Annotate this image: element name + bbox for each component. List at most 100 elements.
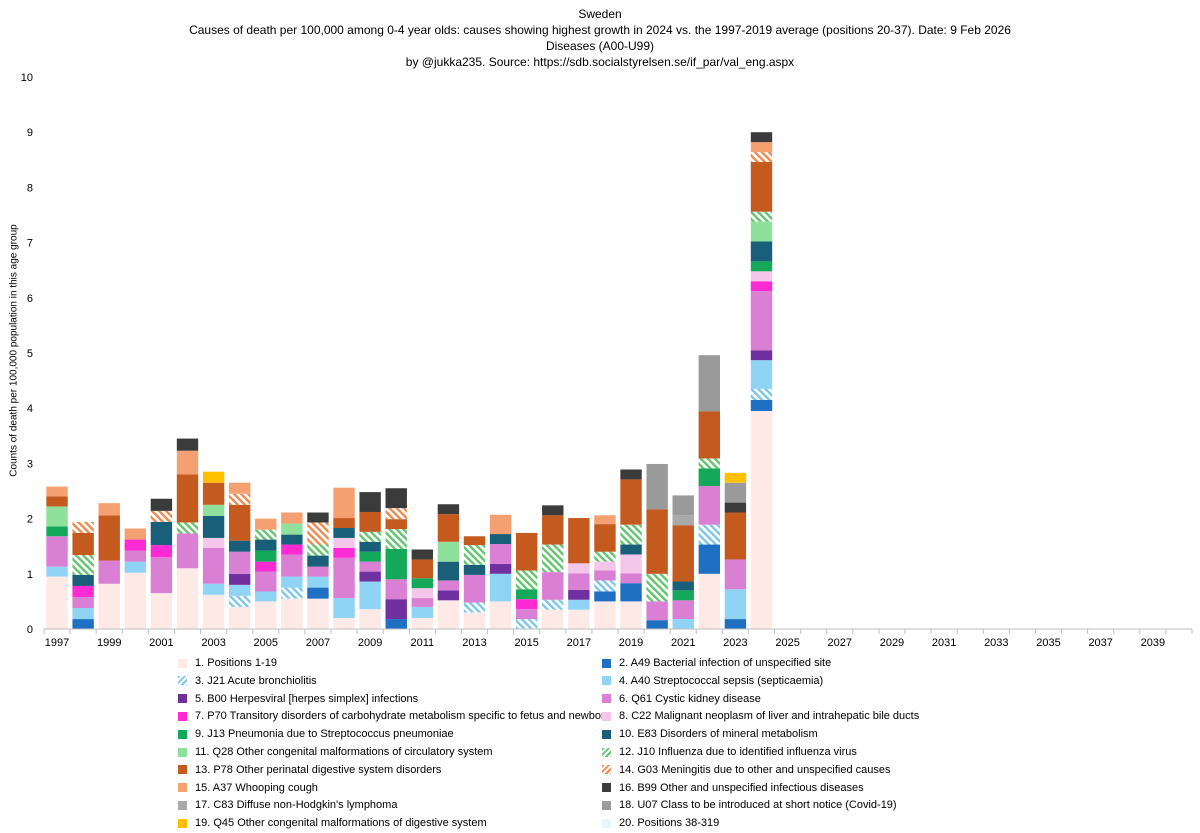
bar-segment-2007-s1 (307, 598, 329, 629)
bar-segment-2004-s5 (228, 573, 251, 585)
legend-label: 12. J10 Influenza due to identified infl… (619, 746, 857, 758)
legend-label: 14. G03 Meningitis due to other and unsp… (619, 763, 891, 776)
bar-segment-1997-s11 (46, 506, 68, 527)
bar-segment-2008-s13 (333, 518, 355, 528)
bar-segment-2022-s13 (698, 411, 721, 459)
bar-segment-2023-s16 (724, 502, 747, 513)
bar-segment-2015-s13 (515, 532, 538, 571)
x-tick-label: 1997 (45, 637, 69, 649)
bar-segment-2024-s7 (750, 281, 773, 292)
legend-item: 9. J13 Pneumonia due to Streptococcus pn… (178, 725, 454, 743)
bar-segment-2005-s9 (255, 550, 277, 562)
legend-label: 19. Q45 Other congenital malformations o… (195, 817, 487, 830)
bar-segment-2010-s9 (385, 548, 407, 580)
bar-segment-1999-s15 (98, 503, 120, 516)
legend-swatch (178, 711, 187, 721)
bar-segment-2004-s15 (228, 482, 251, 494)
bar-segment-2013-s1 (463, 612, 486, 629)
x-tick-label: 2033 (984, 637, 1008, 649)
bar-segment-2010-s5 (385, 599, 407, 620)
bar-segment-2006-s10 (281, 534, 303, 545)
bar-segment-2015-s9 (515, 589, 538, 600)
x-tick-label: 2015 (514, 637, 538, 649)
bar-segment-2012-s5 (437, 590, 460, 601)
x-tick-label: 2035 (1036, 637, 1060, 649)
bar-segment-2004-s14 (228, 493, 251, 505)
bar-segment-2011-s13 (411, 559, 434, 579)
legend-swatch (178, 729, 187, 739)
bar-segment-2022-s18 (698, 355, 721, 412)
bar-segment-2023-s19 (724, 472, 747, 483)
bar-segment-2012-s13 (437, 514, 460, 542)
bar-segment-2007-s10 (307, 555, 329, 567)
bar-segment-2001-s14 (150, 510, 173, 522)
bar-segment-1998-s7 (72, 585, 94, 597)
x-tick-label: 2009 (358, 637, 382, 649)
bar-segment-2024-s6 (750, 291, 773, 351)
bar-segment-2016-s1 (542, 609, 564, 629)
legend-label: 16. B99 Other and unspecified infectious… (619, 781, 864, 794)
bar-segment-2009-s4 (359, 581, 381, 610)
bar-segment-2016-s12 (542, 544, 564, 573)
bar-segment-2011-s8 (411, 588, 434, 599)
bar-segment-2008-s10 (333, 527, 355, 538)
bar-segment-2011-s6 (411, 598, 434, 607)
legend-label: 13. P78 Other perinatal digestive system… (195, 763, 442, 776)
legend-swatch (602, 765, 611, 775)
chart-country-title: Sweden (578, 7, 622, 21)
bar-segment-2024-s11 (750, 221, 773, 242)
bar-segment-1998-s6 (72, 596, 94, 609)
bar-segment-2012-s6 (437, 580, 460, 591)
bar-segment-2004-s1 (228, 606, 251, 629)
bar-segment-2017-s4 (568, 599, 590, 610)
bar-segment-2021-s6 (672, 600, 694, 620)
bar-segment-2008-s15 (333, 487, 355, 519)
bar-segment-1997-s9 (46, 526, 68, 537)
bar-segment-2008-s8 (333, 537, 355, 548)
bar-segment-1999-s6 (98, 560, 120, 584)
legend-label: 10. E83 Disorders of mineral metabolism (619, 728, 818, 741)
bar-segment-2019-s13 (620, 479, 642, 525)
bar-segment-2004-s6 (228, 551, 251, 574)
bar-segment-2008-s1 (333, 617, 355, 629)
legend-swatch (602, 658, 611, 668)
legend-label: 20. Positions 38-319 (619, 817, 720, 830)
x-tick-label: 2011 (410, 637, 434, 649)
bar-segment-2022-s12 (698, 458, 721, 469)
legend-swatch (602, 676, 611, 686)
y-tick-label: 8 (27, 182, 33, 194)
bar-segment-2011-s4 (411, 606, 434, 618)
bar-segment-2009-s5 (359, 571, 381, 582)
bar-segment-2024-s3 (750, 388, 773, 400)
bar-segment-2001-s10 (150, 521, 173, 546)
bar-segment-2021-s10 (672, 581, 694, 591)
legend-item: 6. Q61 Cystic kidney disease (602, 690, 761, 708)
legend-item: 18. U07 Class to be introduced at short … (602, 796, 897, 814)
bar-segment-2018-s3 (594, 580, 616, 592)
bar-segment-2009-s9 (359, 551, 381, 562)
bar-segment-2002-s16 (176, 438, 199, 451)
bar-segment-2014-s1 (489, 601, 512, 629)
bar-segment-2006-s6 (281, 554, 303, 577)
legend-label: 8. C22 Malignant neoplasm of liver and i… (619, 710, 920, 723)
bar-segment-2006-s1 (281, 598, 303, 629)
bar-segment-2017-s13 (568, 518, 590, 564)
bar-segment-2003-s6 (202, 547, 225, 584)
bar-segment-2009-s16 (359, 492, 381, 512)
legend-item: 12. J10 Influenza due to identified infl… (602, 743, 857, 761)
bar-segment-2006-s11 (281, 523, 303, 535)
legend-item: 14. G03 Meningitis due to other and unsp… (602, 761, 891, 779)
bar-segment-2000-s6 (124, 550, 147, 562)
x-tick-label: 2019 (619, 637, 643, 649)
legend-item: 4. A40 Streptococcal sepsis (septicaemia… (602, 672, 823, 690)
legend-item: 16. B99 Other and unspecified infectious… (602, 779, 864, 797)
bar-segment-2009-s13 (359, 511, 381, 532)
y-tick-label: 3 (27, 458, 33, 470)
bar-segment-2018-s15 (594, 515, 616, 525)
plot-area: 0 1 2 3 4 5 6 7 8 9 10 1997 1999 2001 2003 2005 2007 200… (21, 72, 1193, 649)
bar-segment-2013-s13 (463, 536, 486, 546)
legend-label: 9. J13 Pneumonia due to Streptococcus pn… (195, 728, 454, 741)
legend-swatch (602, 729, 611, 739)
bar-segment-2022-s6 (698, 486, 721, 525)
bar-segment-2020-s2 (646, 620, 668, 629)
